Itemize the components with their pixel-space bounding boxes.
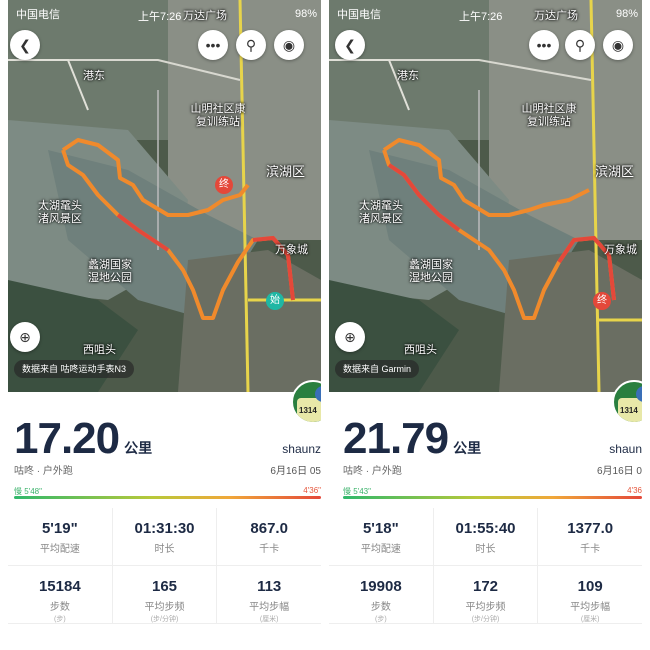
person-pin-icon: ⚲ [245, 36, 257, 53]
chevron-left-icon: ❮ [344, 36, 356, 53]
person-pin-icon: ⚲ [574, 36, 586, 53]
end-marker: 终 [593, 292, 611, 310]
end-marker: 终 [215, 176, 233, 194]
data-source-pill: 数据来自 Garmin [335, 360, 420, 378]
summary-card: 17.20 公里 shaunz 咕咚 · 户外跑 6月16日 05 慢 5'48… [8, 392, 321, 650]
crosshair-icon: ⊕ [19, 328, 31, 345]
pace-slow: 慢 5'48" [14, 487, 42, 496]
carrier-label: 中国电信 [16, 9, 60, 21]
stat-stride: 113 平均步幅 (厘米) [249, 578, 290, 623]
pace-fast: 4'36 [627, 486, 642, 495]
distance: 21.79 公里 [343, 414, 481, 464]
stat-pace: 5'19" 平均配速 [8, 508, 113, 565]
stat-calories: 1377.0 千卡 [567, 520, 614, 555]
avatar-bib: 1314 [299, 406, 317, 415]
avatar-bib: 1314 [620, 406, 638, 415]
back-button[interactable]: ❮ [335, 30, 365, 60]
map-label-scenic: 太湖鼋头渚风景区 [38, 200, 82, 225]
map-label-port: 港东 [397, 70, 419, 82]
camera-icon: ◉ [611, 36, 625, 53]
activity-date: 6月16日 0 [596, 466, 642, 477]
camera-button[interactable]: ◉ [274, 30, 304, 60]
map-label-district: 滨湖区 [595, 164, 635, 179]
back-button[interactable]: ❮ [10, 30, 40, 60]
status-time: 上午7:26 [138, 11, 182, 23]
more-button[interactable]: ••• [198, 30, 228, 60]
avatar[interactable]: 1314 [291, 380, 321, 424]
stat-stride: 109 平均步幅 (厘米) [570, 578, 611, 623]
status-bar: 中国电信 上午7:26 98% [8, 0, 321, 28]
locate-button[interactable]: ⊕ [335, 322, 365, 352]
username[interactable]: shaunz [282, 442, 321, 456]
satellite-map[interactable] [329, 0, 642, 392]
distance-unit: 公里 [453, 440, 482, 456]
pace-bar: 慢 5'43" 4'36 [343, 486, 642, 499]
crosshair-icon: ⊕ [344, 328, 356, 345]
activity-type: 咕咚 · 户外跑 [14, 466, 73, 477]
map-label-park: 蠡湖国家湿地公园 [409, 259, 453, 284]
battery-label: 98% [615, 8, 638, 20]
location-pin-button[interactable]: ⚲ [565, 30, 595, 60]
stat-calories: 867.0 千卡 [250, 520, 288, 555]
camera-icon: ◉ [282, 36, 296, 53]
data-source-pill: 数据来自 咕咚运动手表N3 [14, 360, 135, 378]
stat-duration: 01:55:40 时长 [434, 508, 539, 565]
summary-card: 21.79 公里 shaun 咕咚 · 户外跑 6月16日 0 慢 5'43" … [329, 392, 642, 650]
stat-cadence: 172 平均步频 (步/分钟) [434, 566, 539, 623]
left-screenshot: 中国电信 上午7:26 98% ❮ ••• ⚲ ◉ 万达广场 港东 山明社区康复… [8, 0, 321, 650]
map-label-district: 滨湖区 [266, 164, 306, 179]
stats-row: 5'19" 平均配速 01:31:30 时长 867.0 千卡 [8, 508, 321, 566]
satellite-map[interactable] [8, 0, 321, 392]
map-label-mall: 万达广场 [183, 10, 227, 22]
stats-grid: 5'18" 平均配速 01:55:40 时长 1377.0 千卡 19908 步数 (步)… [329, 508, 642, 624]
pace-fast: 4'36" [303, 486, 321, 495]
username[interactable]: shaun [609, 442, 642, 456]
stats-row: 15184 步数 (步) 165 平均步频 (步/分钟) 113 平均步幅 (厘米) [8, 566, 321, 624]
battery-label: 98% [294, 8, 317, 20]
map-label-rehab: 山明社区康复训练站 [521, 103, 577, 128]
activity-type: 咕咚 · 户外跑 [343, 466, 402, 477]
stat-steps: 19908 步数 (步) [329, 566, 434, 623]
avatar[interactable]: 1314 [612, 380, 642, 424]
distance-unit: 公里 [124, 440, 153, 456]
stats-grid: 5'19" 平均配速 01:31:30 时长 867.0 千卡 15184 步数 (步) … [8, 508, 321, 624]
pace-slow: 慢 5'43" [343, 487, 371, 496]
map-label-mall2: 万象城 [604, 244, 637, 256]
stat-cadence: 165 平均步频 (步/分钟) [113, 566, 218, 623]
status-bar: 中国电信 上午7:26 98% [329, 0, 642, 28]
pace-gradient [343, 496, 642, 499]
pace-bar: 慢 5'48" 4'36" [14, 486, 321, 499]
map-label-mall2: 万象城 [275, 244, 308, 256]
stats-row: 5'18" 平均配速 01:55:40 时长 1377.0 千卡 [329, 508, 642, 566]
start-marker: 始 [266, 292, 284, 310]
stat-steps: 15184 步数 (步) [8, 566, 113, 623]
distance: 17.20 公里 [14, 414, 152, 464]
right-screenshot: 中国电信 上午7:26 98% ❮ ••• ⚲ ◉ 万达广场 港东 山明社区康复… [329, 0, 642, 650]
camera-button[interactable]: ◉ [603, 30, 633, 60]
chevron-left-icon: ❮ [19, 36, 31, 53]
map-label-xichang: 西咀头 [404, 344, 437, 356]
stats-row: 19908 步数 (步) 172 平均步频 (步/分钟) 109 平均步幅 (厘米) [329, 566, 642, 624]
map-label-park: 蠡湖国家湿地公园 [88, 259, 132, 284]
distance-value: 21.79 [343, 414, 449, 463]
activity-date: 6月16日 05 [270, 466, 321, 477]
map-label-rehab: 山明社区康复训练站 [190, 103, 246, 128]
map-label-port: 港东 [83, 70, 105, 82]
status-time: 上午7:26 [459, 11, 503, 23]
carrier-label: 中国电信 [337, 9, 381, 21]
map-label-scenic: 太湖鼋头渚风景区 [359, 200, 403, 225]
map-label-xichang: 西咀头 [83, 344, 116, 356]
map-label-mall: 万达广场 [534, 10, 578, 22]
more-icon: ••• [536, 37, 552, 53]
more-button[interactable]: ••• [529, 30, 559, 60]
location-pin-button[interactable]: ⚲ [236, 30, 266, 60]
pace-gradient [14, 496, 321, 499]
stat-duration: 01:31:30 时长 [113, 508, 218, 565]
locate-button[interactable]: ⊕ [10, 322, 40, 352]
distance-value: 17.20 [14, 414, 120, 463]
more-icon: ••• [205, 37, 221, 53]
stat-pace: 5'18" 平均配速 [329, 508, 434, 565]
